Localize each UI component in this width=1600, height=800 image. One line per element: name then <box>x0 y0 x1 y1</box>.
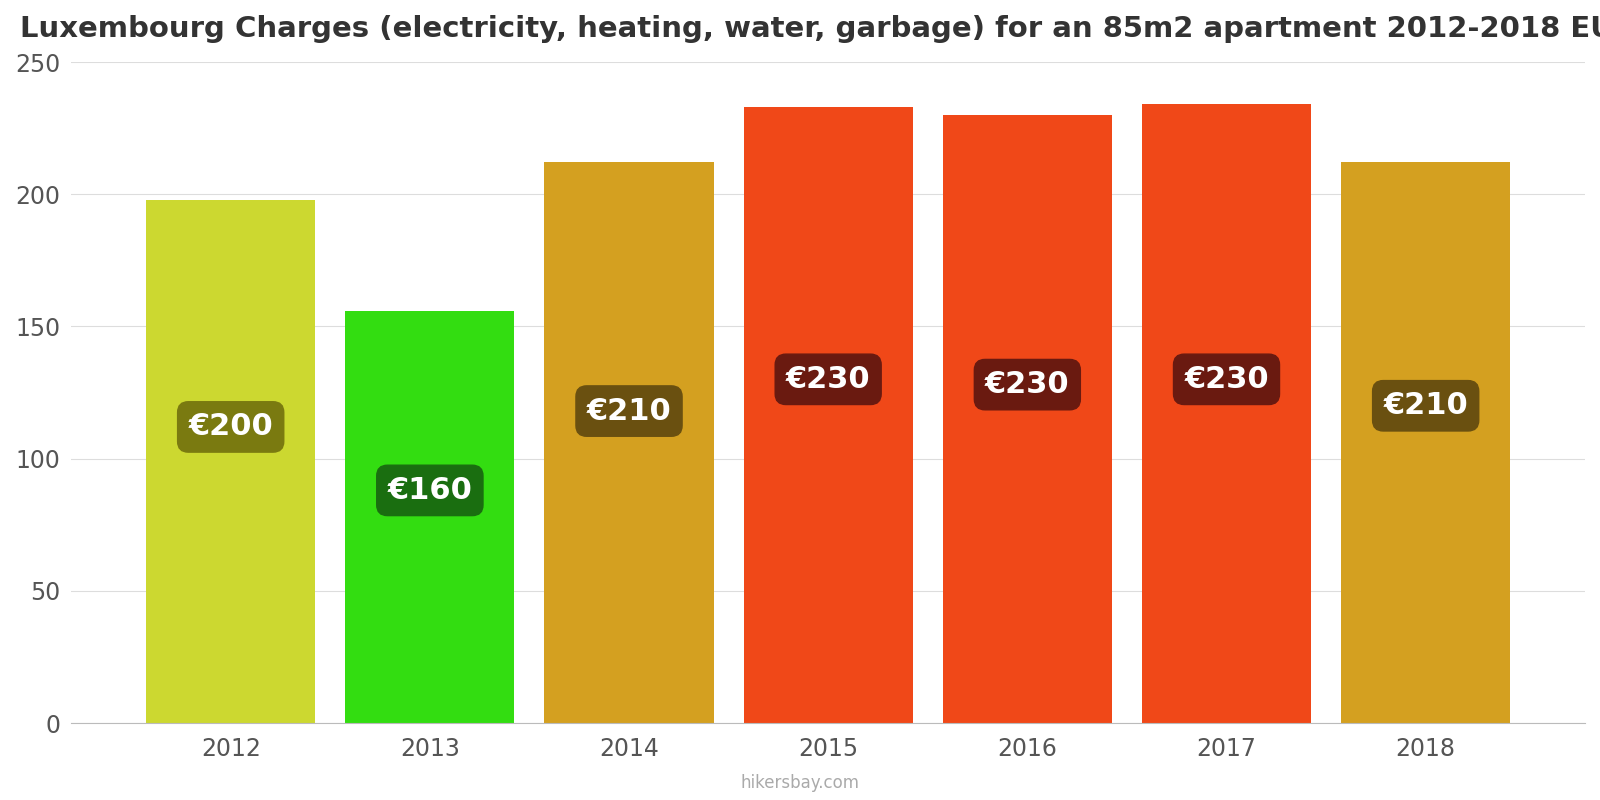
Bar <box>544 162 714 723</box>
Text: €230: €230 <box>986 370 1070 399</box>
Bar <box>346 310 515 723</box>
Text: €210: €210 <box>1384 391 1469 420</box>
Text: €230: €230 <box>1184 365 1269 394</box>
Text: €160: €160 <box>387 476 472 505</box>
Bar <box>744 107 914 723</box>
Text: €210: €210 <box>587 397 672 426</box>
Bar <box>942 115 1112 723</box>
Text: hikersbay.com: hikersbay.com <box>741 774 859 792</box>
Bar <box>1341 162 1510 723</box>
Title: Luxembourg Charges (electricity, heating, water, garbage) for an 85m2 apartment : Luxembourg Charges (electricity, heating… <box>21 15 1600 43</box>
Bar <box>146 199 315 723</box>
Bar <box>1142 104 1310 723</box>
Text: €230: €230 <box>786 365 870 394</box>
Text: €200: €200 <box>189 413 274 442</box>
